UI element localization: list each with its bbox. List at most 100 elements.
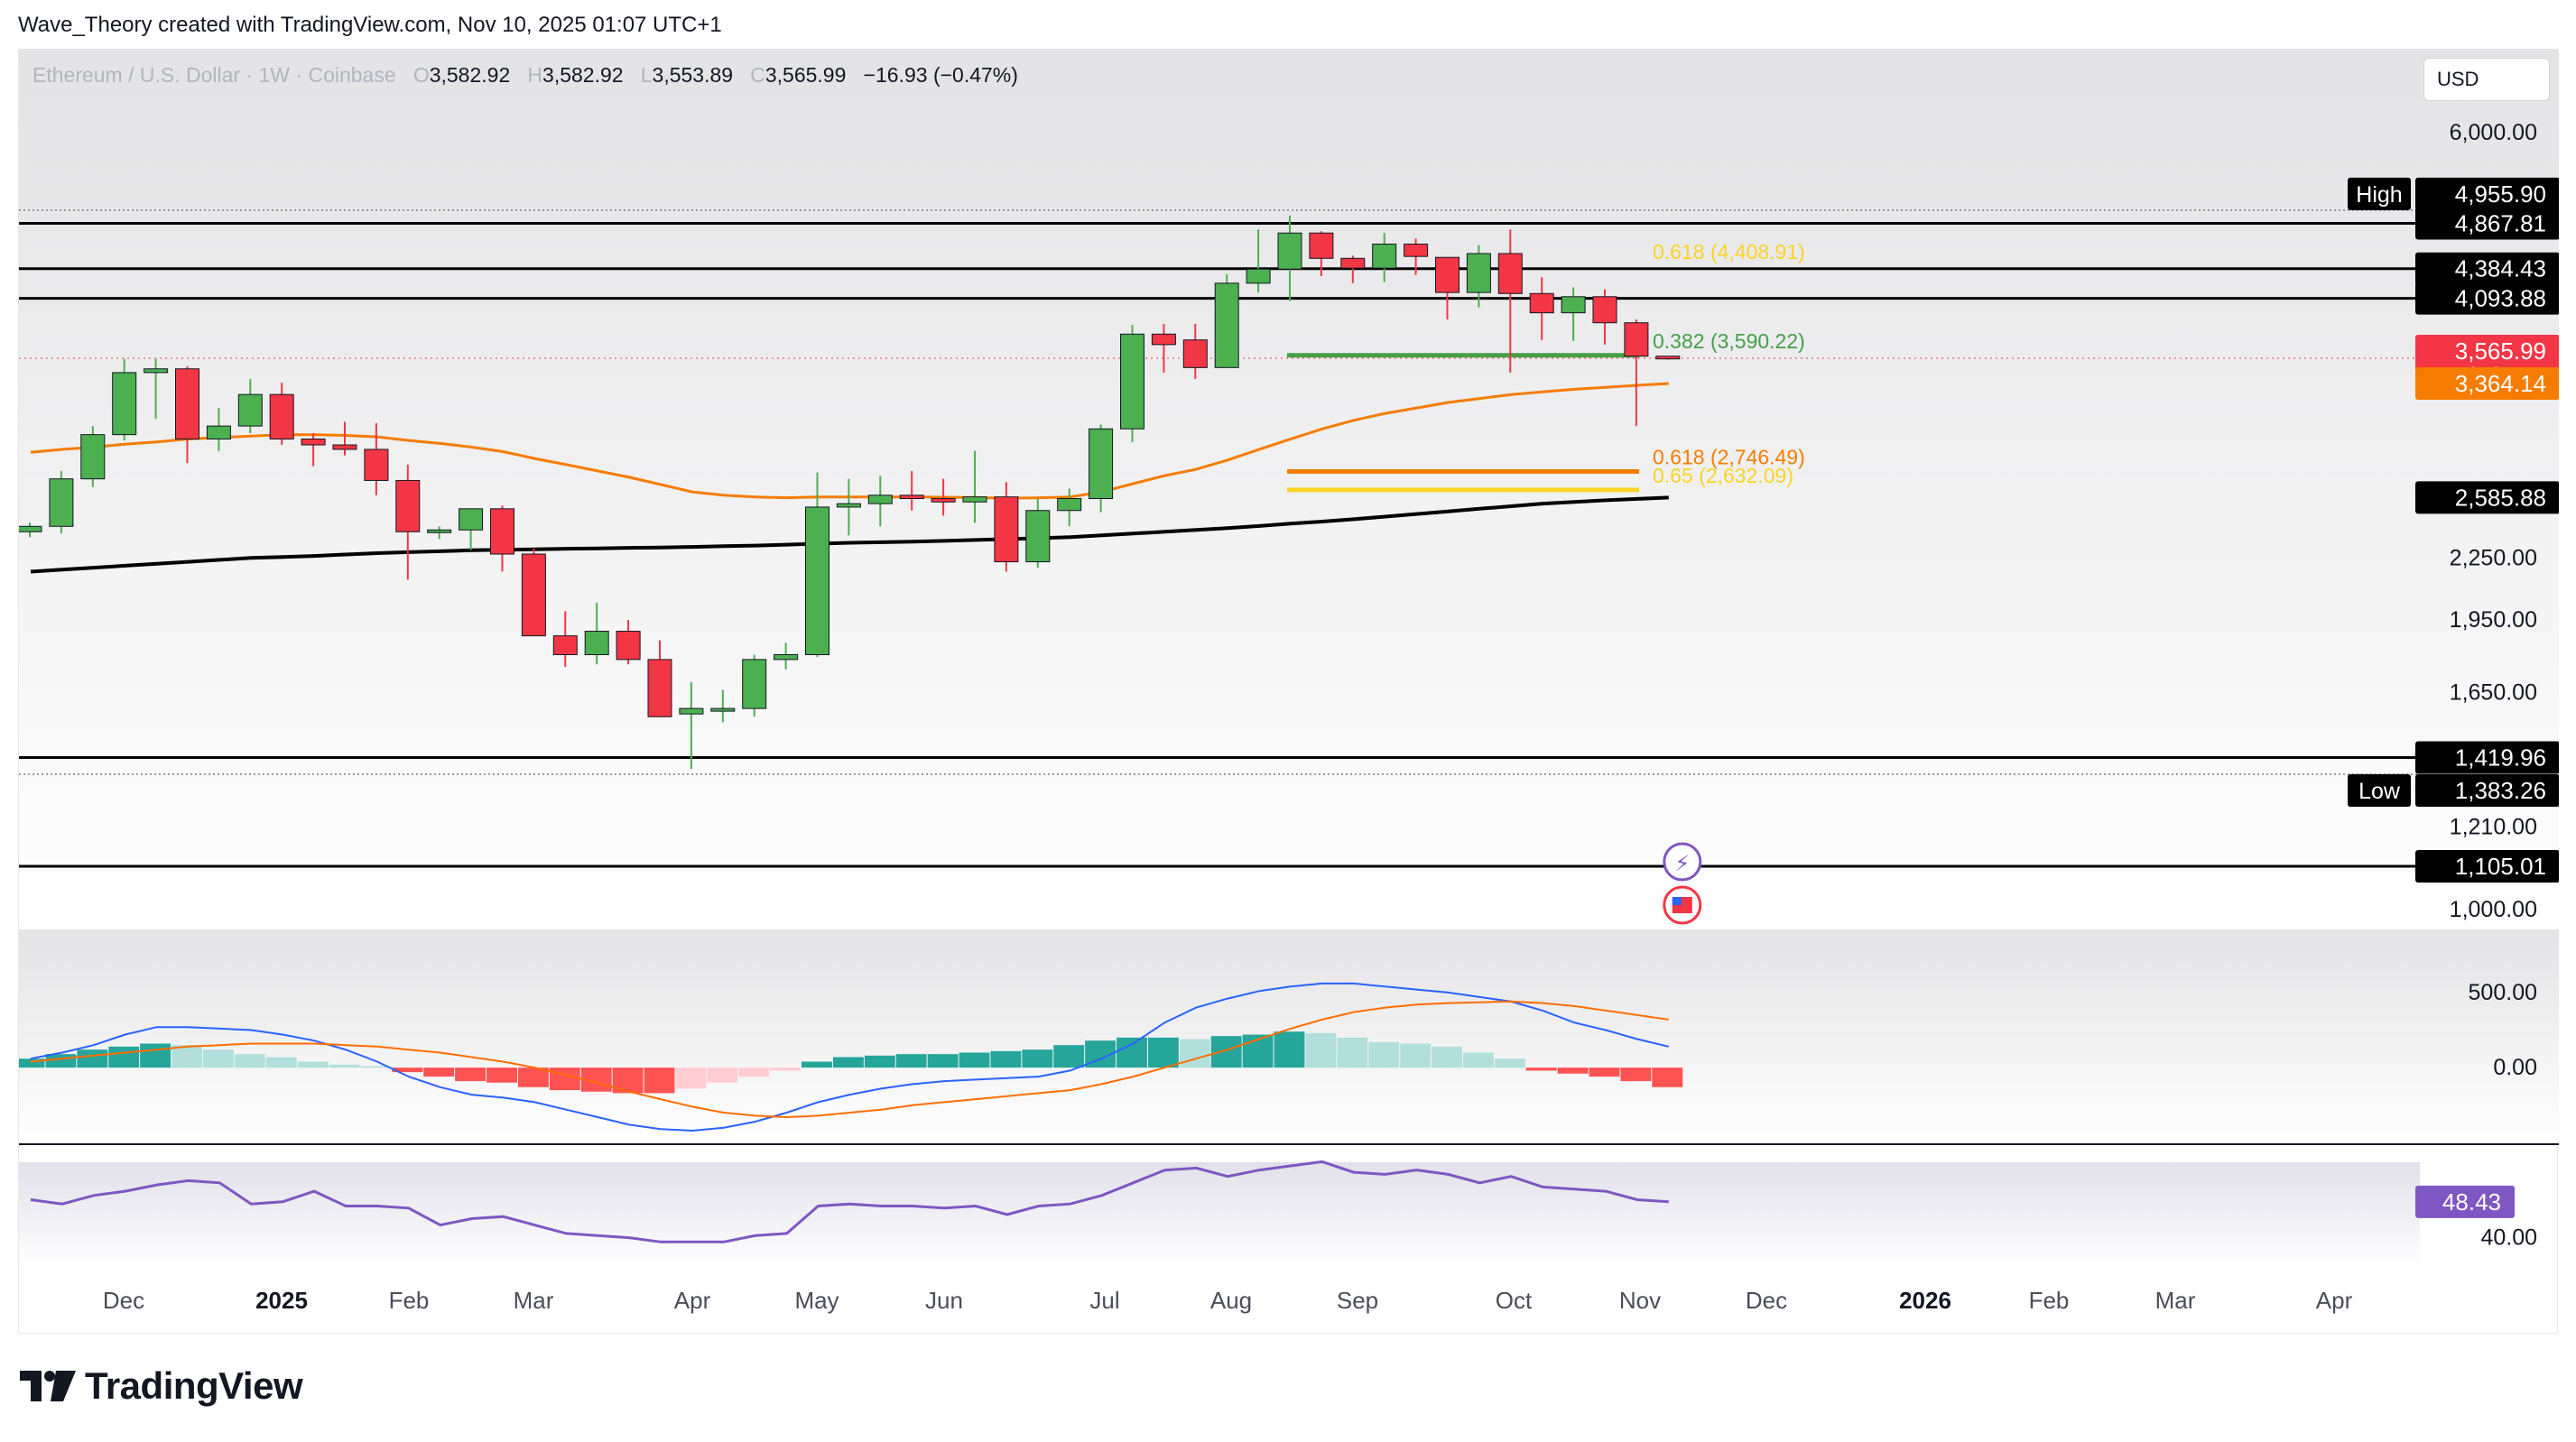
macd-histogram-bar [738,1068,770,1077]
extreme-price-tag-bg [2415,774,2559,808]
candle-body [80,434,106,480]
time-axis-tick: May [794,1287,839,1314]
macd-histogram-bar [45,1054,77,1068]
candle-body [867,495,893,504]
open-value: 3,582.92 [429,63,511,87]
macd-histogram-bar [202,1049,234,1068]
macd-histogram-bar [707,1068,738,1083]
time-axis-tick: Apr [2316,1287,2353,1314]
price-tag-bg [2415,481,2559,514]
rsi-axis-tick: 40.00 [2480,1225,2537,1251]
candle-body [616,631,641,661]
flag-canton [1672,897,1682,905]
macd-histogram-bar [1589,1068,1620,1077]
candle-body [1372,244,1397,269]
macd-histogram-bar [927,1054,959,1068]
level-price-tag-bg [2415,207,2559,240]
time-axis-tick: Feb [389,1287,430,1314]
footer-brand: TradingView [20,1364,303,1408]
extreme-price-tag-bg [2415,177,2559,210]
candle-body [1404,244,1429,257]
macd-histogram-bar [171,1045,202,1068]
time-axis-tick: Aug [1210,1287,1252,1314]
candle-body [994,496,1019,563]
candle-body [364,448,389,481]
level-price-tag-bg [2415,741,2559,774]
macd-histogram-bar [1525,1068,1557,1071]
extreme-tag-bg [2348,177,2411,210]
time-axis-tick: Dec [103,1287,144,1314]
candle-body [647,659,672,717]
macd-histogram-bar [1432,1046,1462,1068]
macd-histogram-bar [1210,1036,1242,1068]
currency-button[interactable]: USD [2423,58,2550,101]
close-value: 3,565.99 [764,63,847,87]
low-label: L [640,63,653,87]
candle-body [1655,356,1681,360]
candle-body [269,393,294,440]
level-price-tag: 4,384.43 [2455,255,2546,282]
macd-histogram-bar [1117,1037,1147,1068]
lightning-glyph: ⚡ [1674,851,1690,876]
level-price-tag-bg [2415,252,2559,285]
macd-histogram-bar [1305,1032,1337,1068]
extreme-tag-bg [2348,774,2411,808]
time-axis-tick: Oct [1496,1287,1533,1314]
macd-histogram-bar [1022,1049,1053,1068]
price-axis-tick: 2,250.00 [2450,545,2537,570]
low-value: 3,553.89 [652,63,734,87]
candle-body [521,553,546,637]
open-label: O [412,63,430,87]
macd-histogram-bar [832,1057,864,1068]
symbol-name[interactable]: Ethereum / U.S. Dollar · 1W · Coinbase [32,63,396,87]
time-axis-tick: Dec [1746,1287,1787,1314]
time-axis-tick: Apr [674,1287,711,1314]
candle-body [742,659,767,709]
candle-body [332,444,357,450]
time-axis-tick: Jun [925,1287,963,1314]
level-price-tag-bg [2415,282,2559,315]
candle-body [459,508,484,531]
time-axis-tick: 2026 [1899,1287,1951,1314]
rsi-value-tag-bg [2415,1185,2515,1218]
candle-body [1246,268,1271,284]
candle-body [1529,292,1554,314]
time-axis-tick: Sep [1337,1287,1378,1314]
candle-body [1309,232,1334,259]
extreme-tag-label: High [2356,182,2402,208]
candle-body [679,707,704,715]
time-axis-tick: Nov [1619,1287,1661,1314]
candle-body [1151,333,1176,346]
candle-body [395,479,421,532]
macd-histogram-bar [864,1055,895,1068]
time-axis-tick: 2025 [255,1287,308,1314]
price-tag-bg [2415,367,2559,401]
time-axis-tick: Jul [1089,1287,1119,1314]
chart-canvas[interactable]: 6,000.00 2,250.00 1,950.00 1,650.00 1,210.00… [19,50,2559,1335]
macd-histogram-bar [802,1061,832,1068]
candle-body [899,495,924,500]
macd-histogram-bar [140,1043,171,1068]
level-price-tag: 1,105.01 [2455,853,2546,880]
macd-histogram-bar [1337,1037,1368,1068]
time-axis-tick: Feb [2029,1287,2070,1314]
chart-attribution: Wave_Theory created with TradingView.com… [18,13,722,37]
price-tag: 3,364.14 [2455,370,2546,397]
candle-body [175,368,199,440]
extreme-price-tag: 1,383.26 [2455,777,2546,804]
macd-line [30,982,1670,1132]
price-axis-tick: 6,000.00 [2450,120,2537,145]
candle-body [427,529,452,533]
candle-body [1214,282,1239,368]
candle-body [805,506,829,655]
time-axis-tick: Mar [514,1287,554,1314]
rsi-line [30,1160,1669,1243]
macd-histogram-bar [517,1068,549,1087]
candle-body [584,631,609,655]
candle-body [19,525,42,532]
rsi-value-tag: 48.43 [2442,1188,2501,1216]
candle-body [836,503,861,508]
macd-histogram-bar [644,1068,675,1094]
price-tag: 3,565.99 [2455,337,2546,365]
macd-histogram-bar [990,1050,1022,1068]
